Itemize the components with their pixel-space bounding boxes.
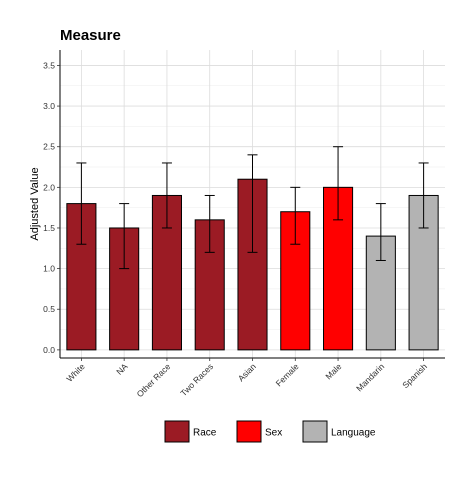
axes xyxy=(57,50,445,361)
error-bar xyxy=(161,162,172,229)
error-bar xyxy=(204,194,215,253)
legend-label: Race xyxy=(193,428,217,439)
legend-item-language: Language xyxy=(302,420,376,443)
x-tick-label: Two Races xyxy=(178,361,215,398)
x-tick-label: White xyxy=(64,361,87,384)
error-bar xyxy=(333,146,344,221)
legend: Race Sex Language xyxy=(164,420,376,443)
legend-key xyxy=(302,420,328,443)
x-tick-label: Spanish xyxy=(400,361,429,390)
legend-key xyxy=(236,420,262,443)
error-bar xyxy=(119,203,130,270)
legend-label: Language xyxy=(331,428,376,439)
y-tick-label: 0.0 xyxy=(43,345,55,355)
legend-key xyxy=(164,420,190,443)
x-tick-label: Other Race xyxy=(135,361,173,399)
y-tick-label: 3.0 xyxy=(43,101,55,111)
x-tick-label: Mandarin xyxy=(354,361,386,393)
error-bar xyxy=(418,162,429,229)
legend-label: Sex xyxy=(265,428,282,439)
error-bar xyxy=(290,186,301,245)
error-bar xyxy=(375,203,386,261)
chart-title: Measure xyxy=(60,27,121,44)
x-tick-labels: White NA Other Race Two Races Asian Female Mal… xyxy=(64,361,429,399)
y-tick-label: 0.5 xyxy=(43,304,55,314)
x-tick-label: Asian xyxy=(236,361,258,383)
y-axis-label: Adjusted Value xyxy=(29,167,41,240)
y-tick-label: 1.0 xyxy=(43,264,55,274)
x-tick-label: Male xyxy=(323,361,343,381)
y-tick-label: 1.5 xyxy=(43,223,55,233)
y-tick-label: 2.0 xyxy=(43,182,55,192)
error-bars xyxy=(76,146,429,270)
y-tick-label: 2.5 xyxy=(43,142,55,152)
legend-item-race: Race xyxy=(164,420,217,443)
y-tick-label: 3.5 xyxy=(43,60,55,70)
x-tick-label: Female xyxy=(274,361,301,388)
legend-item-sex: Sex xyxy=(236,420,282,443)
error-bar xyxy=(76,162,87,245)
x-tick-label: NA xyxy=(114,361,130,377)
error-bar xyxy=(247,154,258,253)
y-tick-labels: 0.0 0.5 1.0 1.5 2.0 2.5 3.0 3.5 xyxy=(43,60,55,354)
